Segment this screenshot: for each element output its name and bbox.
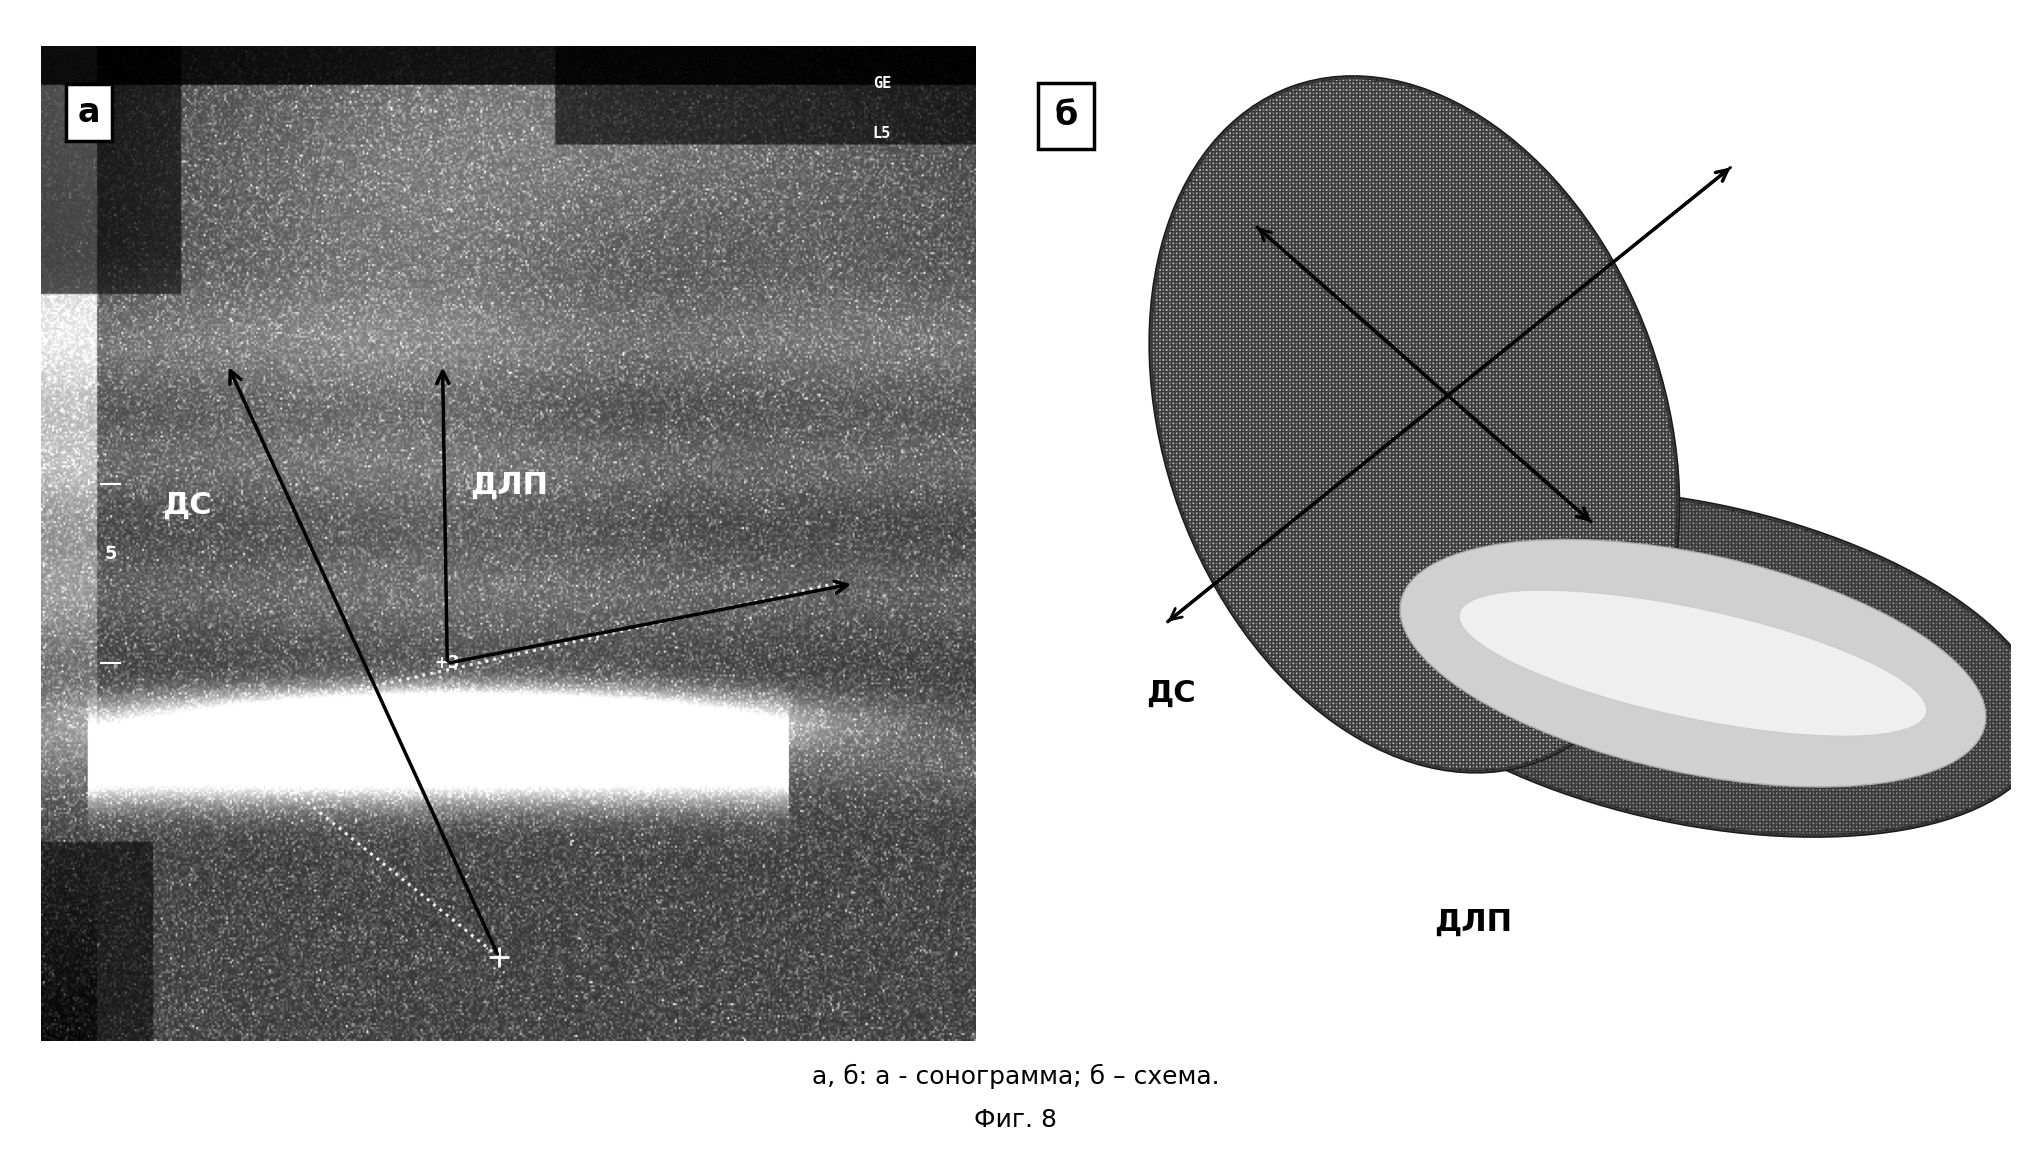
Text: GE: GE (874, 76, 890, 91)
Ellipse shape (1341, 491, 2032, 835)
Text: Фиг. 8: Фиг. 8 (975, 1108, 1057, 1132)
Text: ДС: ДС (1146, 678, 1195, 708)
Ellipse shape (1459, 590, 1926, 736)
Text: +3: +3 (435, 654, 459, 672)
Text: а, б: а - сонограмма; б – схема.: а, б: а - сонограмма; б – схема. (813, 1063, 1219, 1089)
Text: ДС: ДС (163, 491, 211, 519)
Text: L5: L5 (874, 126, 890, 141)
Text: 5: 5 (104, 545, 118, 562)
Text: ДЛП: ДЛП (471, 471, 549, 500)
Text: ДЛП: ДЛП (1435, 907, 1512, 936)
Ellipse shape (1400, 539, 1985, 787)
Ellipse shape (1150, 78, 1678, 772)
Text: б: б (1055, 100, 1077, 132)
Text: а: а (77, 96, 100, 130)
